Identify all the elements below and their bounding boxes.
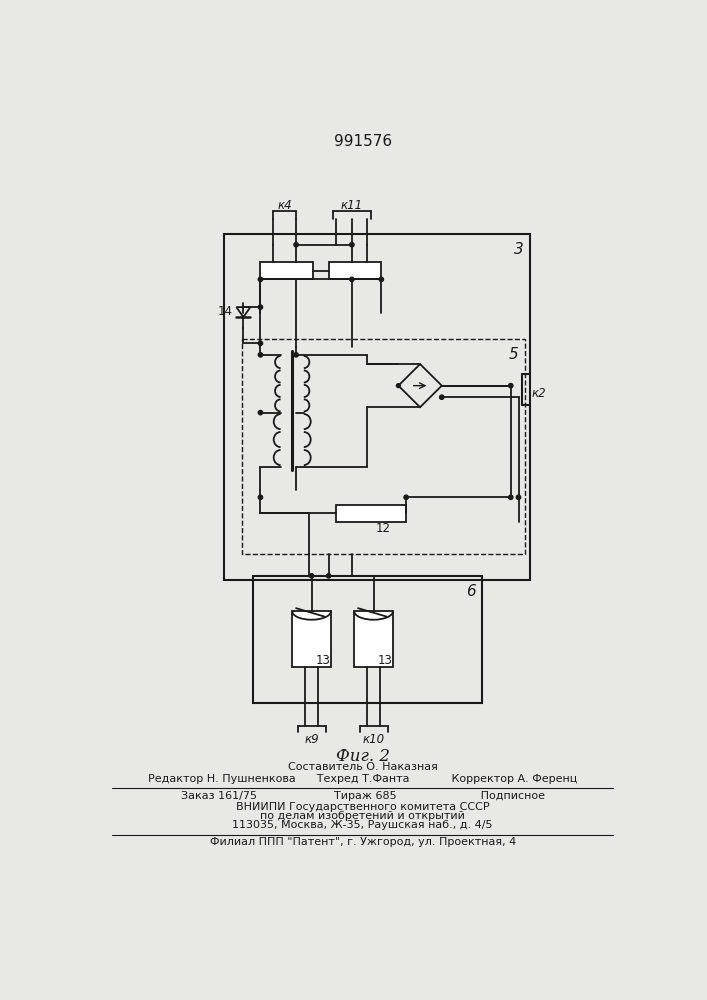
Text: 113035, Москва, Ж-35, Раушская наб., д. 4/5: 113035, Москва, Ж-35, Раушская наб., д. … <box>233 820 493 830</box>
Bar <box>224 234 530 580</box>
Circle shape <box>258 305 262 309</box>
Circle shape <box>258 495 262 499</box>
Text: 5: 5 <box>509 347 518 362</box>
Text: 991576: 991576 <box>334 134 392 149</box>
Circle shape <box>258 353 262 357</box>
Text: по делам изобретений и открытий: по делам изобретений и открытий <box>260 811 465 821</box>
Text: к10: к10 <box>363 733 385 746</box>
Circle shape <box>350 277 354 282</box>
Text: к11: к11 <box>341 199 363 212</box>
Circle shape <box>310 574 314 578</box>
Text: к4: к4 <box>277 199 292 212</box>
Circle shape <box>258 341 262 345</box>
Text: 13: 13 <box>378 654 392 667</box>
Circle shape <box>294 243 298 247</box>
Bar <box>260 262 313 279</box>
Text: Фиг. 2: Фиг. 2 <box>336 748 390 765</box>
Text: к9: к9 <box>304 733 319 746</box>
Text: 14: 14 <box>218 305 233 318</box>
Text: Филиал ППП "Патент", г. Ужгород, ул. Проектная, 4: Филиал ППП "Патент", г. Ужгород, ул. Про… <box>209 837 516 847</box>
Circle shape <box>516 495 520 499</box>
Text: 13: 13 <box>315 654 330 667</box>
Text: Составитель О. Наказная: Составитель О. Наказная <box>288 762 438 772</box>
Circle shape <box>258 277 262 282</box>
Circle shape <box>327 574 331 578</box>
Circle shape <box>397 384 400 388</box>
Bar <box>292 611 331 667</box>
Circle shape <box>508 383 513 388</box>
Circle shape <box>379 277 383 282</box>
Text: 3: 3 <box>514 242 524 257</box>
Text: к2: к2 <box>532 387 547 400</box>
Bar <box>354 611 393 667</box>
Text: Заказ 161/75                      Тираж 685                        Подписное: Заказ 161/75 Тираж 685 Подписное <box>181 791 544 801</box>
Text: 12: 12 <box>375 522 390 535</box>
Circle shape <box>294 353 298 357</box>
Bar <box>242 339 525 554</box>
Text: Редактор Н. Пушненкова      Техред Т.Фанта            Корректор А. Ференц: Редактор Н. Пушненкова Техред Т.Фанта Ко… <box>148 774 578 784</box>
Bar <box>329 262 381 279</box>
Circle shape <box>404 495 409 499</box>
Circle shape <box>350 243 354 247</box>
Bar <box>337 505 406 522</box>
Text: 6: 6 <box>466 584 476 599</box>
Circle shape <box>440 395 444 399</box>
Text: ВНИИПИ Государственного комитета СССР: ВНИИПИ Государственного комитета СССР <box>236 802 489 812</box>
Circle shape <box>258 410 262 415</box>
Bar <box>253 576 482 703</box>
Circle shape <box>508 495 513 499</box>
